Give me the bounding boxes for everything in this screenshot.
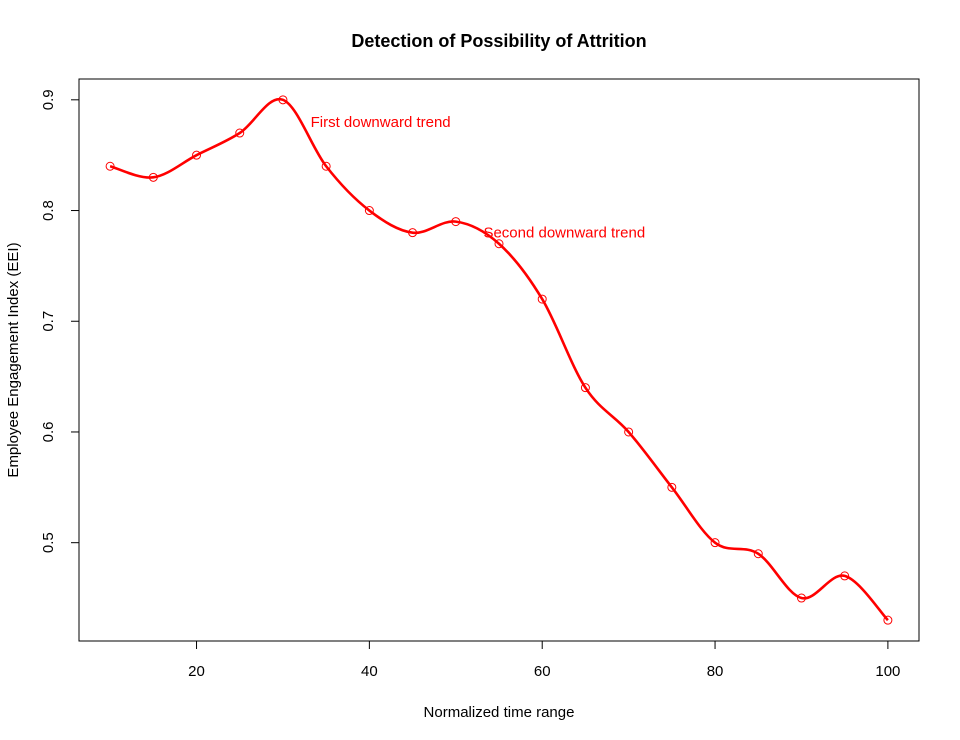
data-point	[451, 217, 461, 227]
data-point	[494, 239, 504, 249]
data-point	[883, 615, 893, 625]
plot-frame	[78, 78, 920, 642]
data-point	[105, 161, 115, 171]
x-axis: 20 40 60 80 100	[188, 640, 900, 680]
annotation-layer: First downward trend Second downward tren…	[311, 114, 646, 242]
data-point	[537, 294, 547, 304]
y-tick-label: 0.6	[40, 422, 57, 443]
data-point	[796, 593, 806, 603]
x-tick-label: 80	[707, 663, 724, 680]
data-point	[278, 95, 288, 105]
x-tick-label: 100	[875, 663, 900, 680]
annotation-label: Second downward trend	[483, 225, 645, 242]
data-point	[580, 383, 590, 393]
data-point	[408, 228, 418, 238]
series-layer	[105, 95, 893, 625]
x-tick-label: 20	[188, 663, 205, 680]
data-point	[840, 571, 850, 581]
data-point	[192, 150, 202, 160]
x-tick-label: 40	[361, 663, 378, 680]
y-tick-label: 0.8	[40, 200, 57, 221]
y-tick-label: 0.7	[40, 311, 57, 332]
data-point	[364, 206, 374, 216]
data-point	[667, 482, 677, 492]
y-axis: 0.5 0.6 0.7 0.8 0.9	[40, 89, 80, 553]
data-point	[235, 128, 245, 138]
y-axis-label: Employee Engagement Index (EEI)	[5, 242, 22, 477]
series-line-0	[109, 97, 889, 622]
data-point	[753, 549, 763, 559]
data-point	[624, 427, 634, 437]
y-tick-label: 0.9	[40, 89, 57, 110]
data-point	[710, 538, 720, 548]
x-axis-label: Normalized time range	[424, 704, 575, 721]
data-point	[321, 161, 331, 171]
chart-title: Detection of Possibility of Attrition	[351, 31, 646, 51]
annotation-label: First downward trend	[311, 114, 451, 131]
data-point	[148, 172, 158, 182]
y-tick-label: 0.5	[40, 532, 57, 553]
x-tick-label: 60	[534, 663, 551, 680]
